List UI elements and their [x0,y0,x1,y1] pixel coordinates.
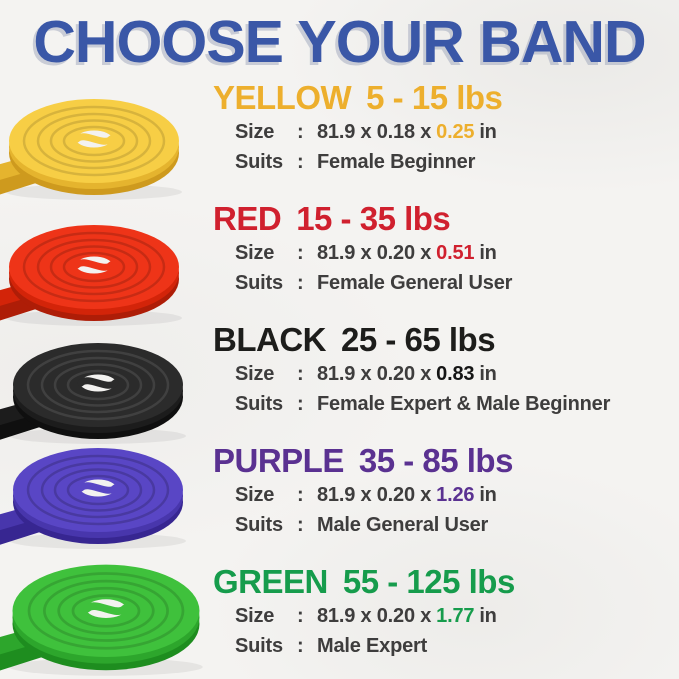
yellow-band-coil-image [0,89,196,201]
colon-separator: : [297,484,304,506]
size-row: Size : 81.9 x 0.20 x 0.83 in [235,363,675,386]
size-label: Size [235,242,275,264]
colon-separator: : [297,393,304,415]
size-value: 81.9 x 0.20 x 1.77 in [317,605,497,628]
suits-label: Suits [235,393,283,415]
size-value: 81.9 x 0.20 x 0.51 in [317,242,497,265]
band-list: YELLOW 5 - 15 lbs Size : 81.9 x 0.18 x 0.2… [0,81,679,679]
band-heading: GREEN 55 - 125 lbs [213,565,675,598]
size-row: Size : 81.9 x 0.20 x 1.77 in [235,605,675,628]
band-info: BLACK 25 - 65 lbs Size : 81.9 x 0.20 x 0.8… [213,323,675,416]
band-info: PURPLE 35 - 85 lbs Size : 81.9 x 0.20 x 1.… [213,444,675,537]
band-name: GREEN [213,563,328,600]
colon-separator: : [297,151,304,173]
band-heading: BLACK 25 - 65 lbs [213,323,675,356]
band-section-black: BLACK 25 - 65 lbs Size : 81.9 x 0.20 x 0.8… [0,323,679,444]
band-heading: YELLOW 5 - 15 lbs [213,81,675,114]
band-section-purple: PURPLE 35 - 85 lbs Size : 81.9 x 0.20 x 1.… [0,444,679,565]
suits-value: Male General User [317,514,489,536]
size-unit: in [479,242,497,264]
size-row: Size : 81.9 x 0.18 x 0.25 in [235,121,675,144]
size-thickness-highlight: 1.26 [436,484,475,506]
band-weight-range: 55 - 125 lbs [342,563,515,600]
green-band-coil-image [0,554,218,677]
suits-row: Suits : Male Expert [235,635,675,658]
band-weight-range: 25 - 65 lbs [340,321,496,358]
size-unit: in [479,121,497,143]
size-unit: in [479,363,497,385]
suits-label: Suits [235,514,283,536]
suits-row: Suits : Female Expert & Male Beginner [235,393,675,416]
band-section-green: GREEN 55 - 125 lbs Size : 81.9 x 0.20 x 1.… [0,564,679,679]
band-heading: RED 15 - 35 lbs [213,202,675,235]
suits-value: Female General User [317,272,513,294]
page-title: CHOOSE YOUR BAND [33,9,646,75]
band-section-yellow: YELLOW 5 - 15 lbs Size : 81.9 x 0.18 x 0.2… [0,81,679,202]
suits-value: Male Expert [317,635,428,657]
suits-value: Female Expert & Male Beginner [317,393,611,415]
size-thickness-highlight: 0.25 [436,121,475,143]
colon-separator: : [297,242,304,264]
size-row: Size : 81.9 x 0.20 x 0.51 in [235,242,675,265]
size-label: Size [235,605,275,627]
size-dimensions: 81.9 x 0.20 x [317,605,432,627]
suits-label: Suits [235,272,283,294]
colon-separator: : [297,514,304,536]
size-thickness-highlight: 0.51 [436,242,475,264]
colon-separator: : [297,635,304,657]
band-heading: PURPLE 35 - 85 lbs [213,444,675,477]
size-dimensions: 81.9 x 0.20 x [317,484,432,506]
suits-row: Suits : Female Beginner [235,151,675,174]
suits-value: Female Beginner [317,151,476,173]
colon-separator: : [297,363,304,385]
red-band-coil-image [0,215,196,327]
band-info: RED 15 - 35 lbs Size : 81.9 x 0.20 x 0.51 i… [213,202,675,295]
size-thickness-highlight: 0.83 [436,363,475,385]
size-value: 81.9 x 0.20 x 0.83 in [317,363,497,386]
band-weight-range: 15 - 35 lbs [296,200,451,237]
band-info: YELLOW 5 - 15 lbs Size : 81.9 x 0.18 x 0.2… [213,81,675,174]
size-thickness-highlight: 1.77 [436,605,475,627]
band-section-red: RED 15 - 35 lbs Size : 81.9 x 0.20 x 0.51 i… [0,202,679,326]
band-weight-range: 35 - 85 lbs [358,442,514,479]
colon-separator: : [297,605,304,627]
size-label: Size [235,121,275,143]
black-band-coil-image [0,333,200,445]
size-label: Size [235,484,275,506]
purple-band-coil-image [0,438,200,550]
size-dimensions: 81.9 x 0.18 x [317,121,432,143]
colon-separator: : [297,121,304,143]
size-dimensions: 81.9 x 0.20 x [317,363,432,385]
suits-row: Suits : Female General User [235,272,675,295]
size-value: 81.9 x 0.20 x 1.26 in [317,484,497,507]
band-name: YELLOW [213,79,352,116]
suits-row: Suits : Male General User [235,514,675,537]
band-name: BLACK [213,321,326,358]
size-label: Size [235,363,275,385]
suits-label: Suits [235,151,283,173]
band-name: RED [213,200,282,237]
band-weight-range: 5 - 15 lbs [366,79,503,116]
size-unit: in [479,605,497,627]
size-value: 81.9 x 0.18 x 0.25 in [317,121,497,144]
size-dimensions: 81.9 x 0.20 x [317,242,432,264]
size-unit: in [479,484,497,506]
suits-label: Suits [235,635,283,657]
band-name: PURPLE [213,442,344,479]
band-info: GREEN 55 - 125 lbs Size : 81.9 x 0.20 x 1.… [213,565,675,658]
size-row: Size : 81.9 x 0.20 x 1.26 in [235,484,675,507]
colon-separator: : [297,272,304,294]
